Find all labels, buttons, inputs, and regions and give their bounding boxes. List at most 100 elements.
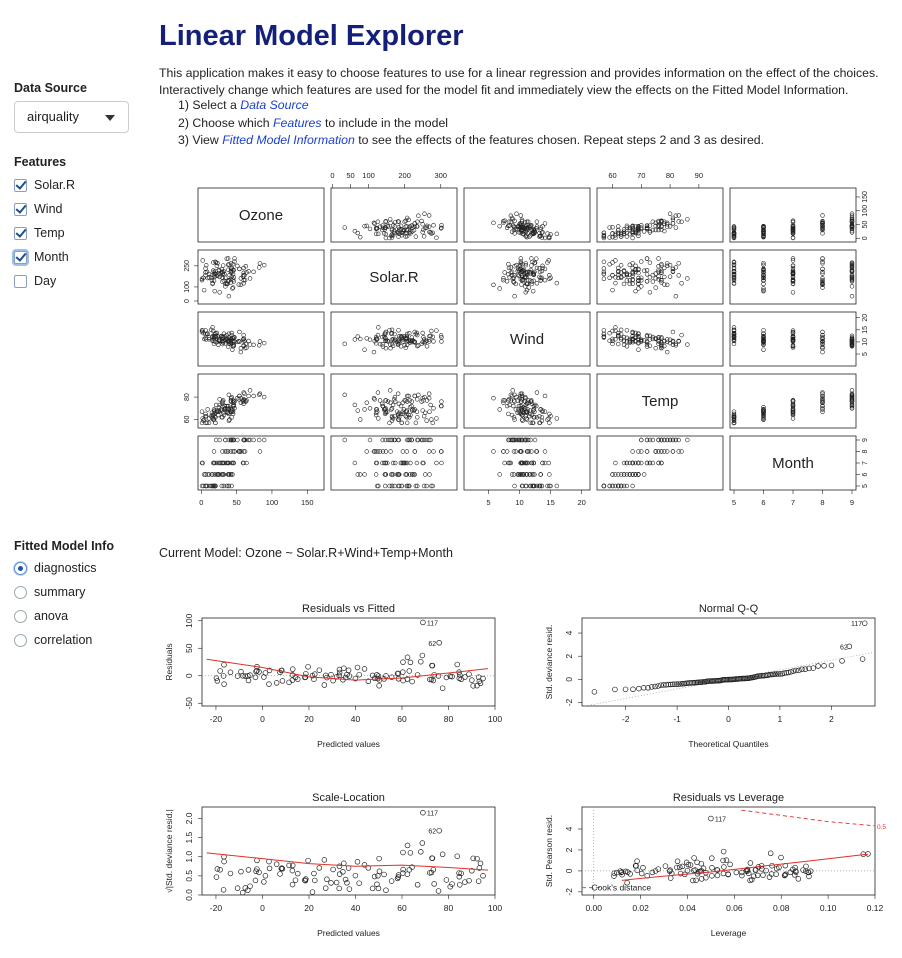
feature-checkbox-wind[interactable]: Wind [14, 200, 62, 218]
radio-correlation[interactable]: correlation [14, 631, 92, 649]
features-link[interactable]: Features [273, 115, 322, 130]
pairs-point [226, 262, 232, 267]
pairs-point [849, 391, 855, 396]
checkbox-checked-icon[interactable] [14, 178, 27, 192]
residual-point [388, 878, 395, 884]
pairs-point [613, 280, 618, 286]
pairs-point [731, 266, 737, 271]
radio-diagnostics[interactable]: diagnostics [14, 559, 97, 577]
pairs-point [790, 272, 796, 277]
checkbox-checked-icon[interactable] [14, 226, 27, 240]
residual-point [802, 666, 809, 672]
pairs-point [355, 334, 360, 339]
tick-label: 2 [829, 714, 834, 724]
pairs-panel [463, 187, 591, 243]
pairs-point [396, 225, 402, 230]
pairs-point [731, 420, 737, 426]
pairs-point [220, 263, 226, 268]
pairs-point [670, 437, 676, 443]
radio-selected-icon[interactable] [14, 561, 27, 575]
residual-point [266, 865, 273, 872]
pairs-point [512, 417, 517, 422]
pairs-point [509, 472, 515, 477]
pairs-point [540, 460, 545, 466]
tick-label: 70 [637, 171, 645, 180]
checkbox-checked-icon[interactable] [14, 202, 27, 216]
data-source-link[interactable]: Data Source [240, 98, 309, 112]
pairs-point [554, 280, 560, 286]
residual-point [447, 883, 453, 890]
pairs-point [849, 393, 855, 399]
pairs-point [644, 226, 650, 232]
radio-anova[interactable]: anova [14, 607, 68, 625]
residual-point [655, 683, 661, 689]
pairs-point [607, 225, 612, 230]
pairs-point [601, 230, 607, 235]
pairs-point [647, 333, 653, 339]
checkbox-unchecked-icon[interactable] [14, 274, 27, 288]
pairs-point [613, 483, 618, 489]
pairs-point [411, 408, 417, 413]
pairs-point [513, 407, 519, 412]
residual-point [220, 887, 227, 893]
pairs-point [497, 407, 502, 412]
tick-label: 5 [732, 498, 736, 507]
pairs-point [610, 273, 615, 278]
radio-unselected-icon[interactable] [14, 633, 27, 647]
residual-point [466, 877, 472, 884]
residual-point [439, 851, 446, 858]
pairs-point [731, 278, 737, 283]
pairs-point [820, 395, 825, 401]
pairs-point [790, 406, 796, 411]
pairs-point [225, 262, 231, 268]
pairs-point [507, 460, 512, 466]
tick-label: 150 [301, 498, 314, 507]
feature-checkbox-solar-r[interactable]: Solar.R [14, 176, 75, 194]
residual-point [213, 874, 220, 880]
pairs-point [790, 410, 796, 415]
pairs-point [383, 338, 388, 344]
checkbox-checked-icon[interactable] [14, 250, 27, 264]
tick-label: 0.08 [773, 903, 790, 913]
residual-point [435, 888, 442, 894]
pairs-point [659, 437, 664, 443]
pairs-point [387, 483, 392, 489]
radio-summary[interactable]: summary [14, 583, 85, 601]
pairs-point [502, 270, 507, 275]
pairs-point [601, 269, 607, 275]
feature-checkbox-month[interactable]: Month [14, 248, 69, 266]
residual-point [636, 685, 642, 692]
pairs-point [396, 401, 402, 407]
pairs-point [236, 449, 241, 454]
pairs-point [673, 213, 679, 218]
pairs-point [426, 437, 432, 443]
pairs-point [531, 288, 536, 294]
pairs-point [398, 223, 404, 229]
residual-point [266, 667, 273, 674]
pairs-point [636, 233, 641, 238]
residual-point [336, 669, 343, 676]
pairs-point [491, 395, 496, 401]
pairs-point [395, 341, 401, 347]
pairs-point [647, 260, 653, 265]
pairs-point [428, 333, 433, 339]
fitted-model-info-link[interactable]: Fitted Model Information [222, 133, 355, 148]
pairs-point [388, 388, 393, 393]
pairs-point [761, 333, 766, 339]
pairs-point [548, 275, 553, 280]
pairs-point [241, 437, 246, 443]
pairs-point [542, 221, 548, 226]
radio-unselected-icon[interactable] [14, 609, 27, 623]
radio-unselected-icon[interactable] [14, 585, 27, 599]
residual-point [289, 672, 296, 678]
pairs-point [524, 409, 529, 414]
outlier-label: 62 [428, 641, 436, 648]
feature-checkbox-day[interactable]: Day [14, 272, 56, 290]
data-source-select[interactable]: airquality [14, 101, 129, 133]
feature-checkbox-temp[interactable]: Temp [14, 224, 65, 242]
pairs-point [228, 277, 234, 282]
tick-label: 1.0 [184, 851, 194, 863]
pairs-panel [596, 435, 724, 491]
pairs-point [526, 449, 532, 454]
